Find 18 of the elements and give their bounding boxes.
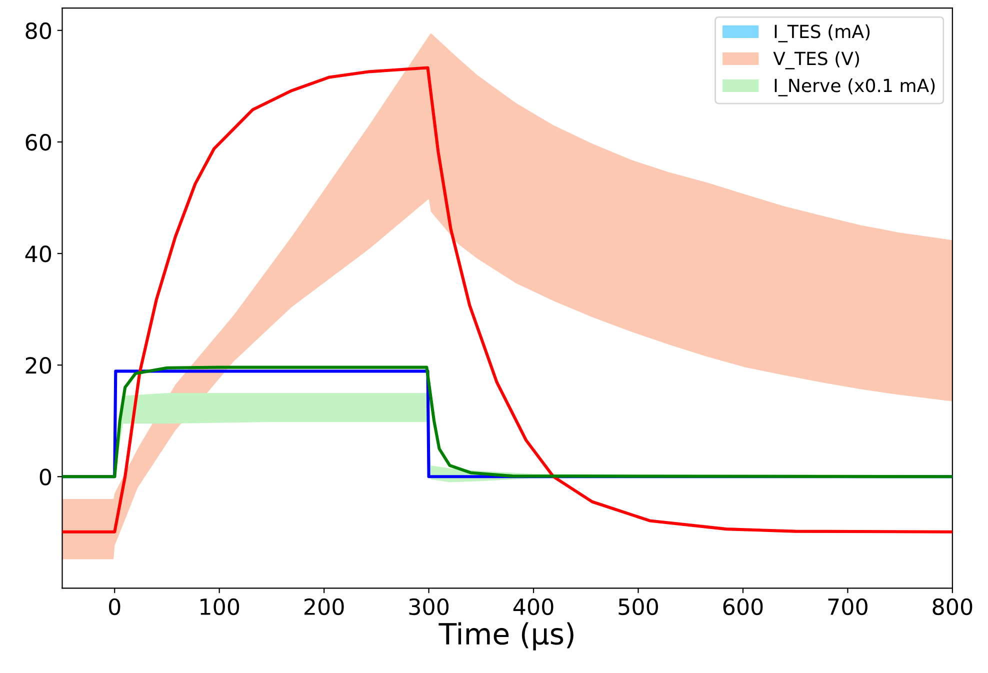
x-tick-label: 300 bbox=[409, 598, 449, 616]
y-tick-label: 40 bbox=[25, 245, 52, 262]
x-tick-label: 600 bbox=[723, 598, 763, 616]
x-tick-label: 800 bbox=[932, 598, 972, 616]
y-tick-label: 80 bbox=[26, 22, 52, 40]
x-tick-label: 500 bbox=[618, 598, 658, 616]
legend-label: I_Nerve (x0.1 mA) bbox=[774, 78, 935, 96]
y-tick-label: 0 bbox=[40, 468, 52, 486]
y-tick-label: 20 bbox=[26, 357, 52, 374]
legend-label: V_TES (V) bbox=[773, 51, 859, 70]
x-axis-title: Time (µs) bbox=[438, 622, 574, 650]
legend-label: I_TES (mA) bbox=[774, 24, 870, 42]
x-tick-label: 700 bbox=[828, 598, 868, 616]
x-tick-label: 200 bbox=[304, 598, 344, 616]
x-tick-label: 400 bbox=[513, 598, 554, 616]
x-tick-label: 0 bbox=[109, 598, 120, 616]
x-tick-label: 100 bbox=[200, 598, 240, 616]
y-tick-label: 60 bbox=[26, 134, 52, 151]
